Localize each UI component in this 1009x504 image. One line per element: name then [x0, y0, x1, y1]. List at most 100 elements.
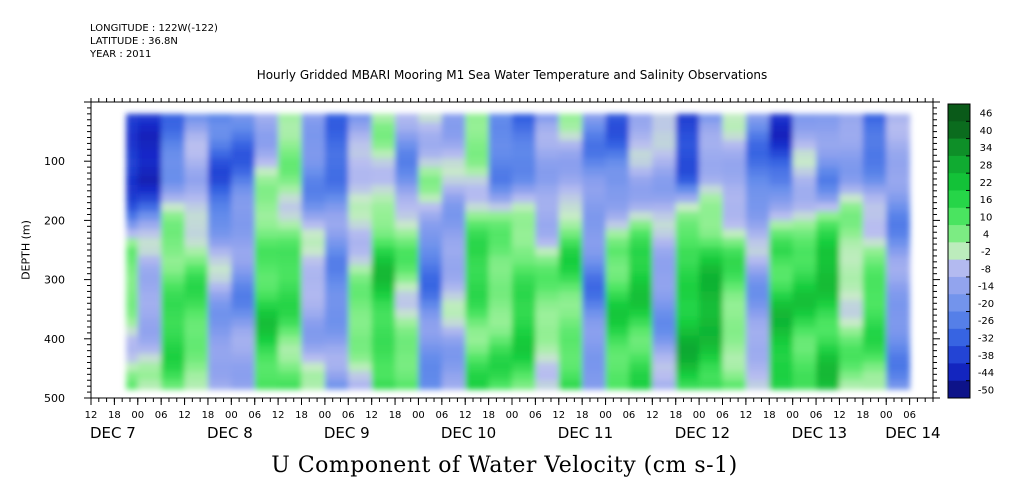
- heat-cell: [126, 122, 139, 133]
- heat-cell: [324, 131, 349, 142]
- heat-cell: [161, 362, 186, 372]
- heat-cell: [675, 326, 700, 337]
- heat-cell: [558, 167, 583, 177]
- colorbar-swatch: [948, 276, 970, 295]
- heat-cell: [207, 229, 232, 239]
- heat-cell: [371, 255, 396, 266]
- heat-cell: [278, 149, 303, 159]
- heat-cell: [126, 344, 139, 355]
- heat-cell: [395, 131, 420, 142]
- colorbar-label: 22: [980, 178, 993, 189]
- heat-cell: [605, 158, 630, 168]
- heat-cell: [418, 140, 443, 150]
- heat-cell: [745, 326, 770, 337]
- colorbar-label: -20: [978, 299, 994, 310]
- heat-cell: [278, 220, 303, 230]
- heat-cell: [418, 300, 443, 310]
- heat-cell: [839, 264, 864, 275]
- heat-cell: [628, 238, 653, 248]
- heat-cell: [886, 220, 911, 230]
- heat-cell: [418, 220, 443, 230]
- heat-cell: [231, 158, 256, 168]
- heat-cell: [441, 326, 466, 337]
- heat-cell: [816, 122, 841, 133]
- x-tick-label: 00: [599, 410, 612, 421]
- heat-cell: [231, 255, 256, 266]
- heat-cell: [582, 229, 607, 239]
- heat-cell: [278, 255, 303, 266]
- heat-cell: [161, 309, 186, 319]
- heat-cell: [769, 113, 794, 124]
- heat-cell: [278, 335, 303, 346]
- heat-cell: [769, 202, 794, 213]
- heat-cell: [137, 282, 162, 293]
- heat-cell: [816, 309, 841, 319]
- heat-cell: [792, 131, 817, 142]
- heat-cell: [722, 291, 747, 301]
- heat-cell: [675, 158, 700, 168]
- heat-cell: [512, 220, 536, 230]
- heat-cell: [535, 353, 560, 364]
- heat-cell: [418, 211, 443, 221]
- heat-cell: [441, 202, 466, 213]
- x-tick-label: 18: [576, 410, 589, 421]
- colorbar-label: -44: [978, 368, 994, 379]
- colorbar-swatch: [948, 328, 970, 347]
- heat-cell: [126, 176, 139, 186]
- heat-cell: [839, 291, 864, 301]
- heat-cell: [839, 326, 864, 337]
- heat-cell: [488, 264, 513, 275]
- heat-cell: [254, 158, 279, 168]
- heat-cell: [512, 264, 536, 275]
- heat-cell: [769, 380, 794, 390]
- heat-cell: [324, 335, 349, 346]
- heat-cell: [652, 211, 677, 221]
- heat-cell: [301, 309, 326, 319]
- heat-cell: [395, 371, 420, 381]
- heat-cell: [465, 291, 490, 301]
- heat-cell: [184, 140, 209, 150]
- heat-cell: [816, 167, 841, 177]
- heat-cell: [371, 335, 396, 346]
- heat-cell: [301, 193, 326, 204]
- heat-cell: [301, 158, 326, 168]
- heat-cell: [699, 211, 724, 221]
- x-tick-label: 18: [389, 410, 402, 421]
- heat-cell: [126, 300, 139, 310]
- heat-cell: [816, 362, 841, 372]
- heat-cell: [628, 220, 653, 230]
- heat-cell: [348, 140, 373, 150]
- heat-cell: [371, 362, 396, 372]
- heat-cell: [488, 158, 513, 168]
- heat-cell: [371, 247, 396, 257]
- heat-cell: [839, 353, 864, 364]
- heat-cell: [254, 184, 279, 195]
- heat-cell: [675, 318, 700, 328]
- heat-cell: [488, 247, 513, 257]
- heat-cell: [675, 220, 700, 230]
- heat-cell: [535, 202, 560, 213]
- heat-cell: [839, 229, 864, 239]
- heat-cell: [675, 113, 700, 124]
- heat-cell: [699, 362, 724, 372]
- heat-cell: [161, 184, 186, 195]
- heat-cell: [137, 273, 162, 284]
- heat-cell: [441, 344, 466, 355]
- heat-cell: [745, 335, 770, 346]
- heat-cell: [126, 326, 139, 337]
- heat-cell: [886, 380, 911, 390]
- heat-cell: [207, 131, 232, 142]
- heat-cell: [605, 309, 630, 319]
- heat-cell: [699, 149, 724, 159]
- heat-cell: [126, 238, 139, 248]
- heat-cell: [582, 202, 607, 213]
- x-day-label: DEC 7: [90, 424, 136, 442]
- heat-cell: [488, 282, 513, 293]
- heat-cell: [254, 300, 279, 310]
- heat-cell: [862, 211, 887, 221]
- colorbar-swatch: [948, 155, 970, 174]
- heat-cell: [126, 184, 139, 195]
- heat-cell: [699, 193, 724, 204]
- heat-cell: [395, 247, 420, 257]
- heat-cell: [769, 362, 794, 372]
